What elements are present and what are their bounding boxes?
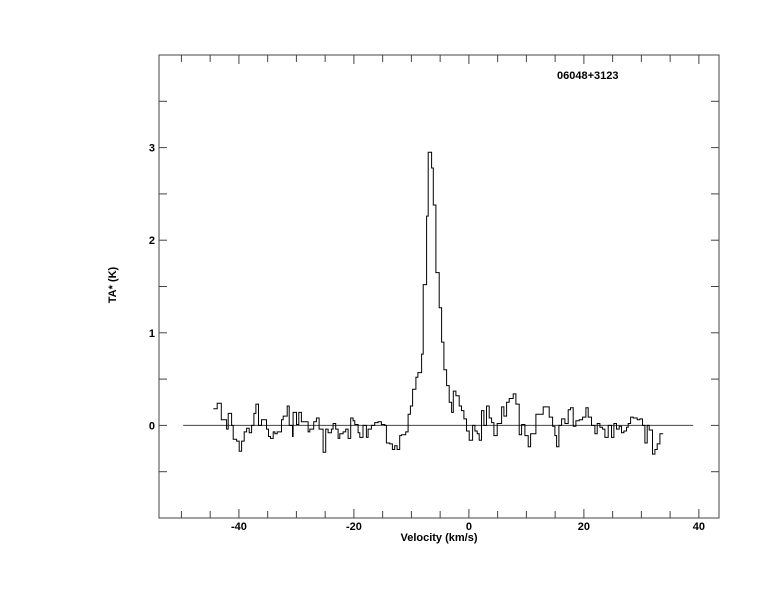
chart-title: 06048+3123: [557, 70, 618, 82]
y-tick-label: 2: [149, 235, 155, 247]
x-axis-label: Velocity (km/s): [400, 532, 477, 544]
x-tick-label: -40: [231, 521, 247, 533]
y-tick-label: 3: [149, 143, 155, 155]
y-tick-labels: 0 1 2 3: [149, 143, 155, 433]
x-tick-label: 40: [693, 521, 705, 533]
x-tick-labels: -40 -20 0 20 40: [231, 521, 705, 533]
x-tick-label: 20: [578, 521, 590, 533]
x-tick-label: 0: [466, 521, 472, 533]
x-tick-label: -20: [346, 521, 362, 533]
axis-ticks: [159, 55, 719, 518]
y-axis-label: TA* (K): [107, 266, 119, 303]
spectrum-line: [213, 151, 664, 455]
y-tick-label: 1: [149, 328, 155, 340]
y-tick-label: 0: [149, 420, 155, 432]
